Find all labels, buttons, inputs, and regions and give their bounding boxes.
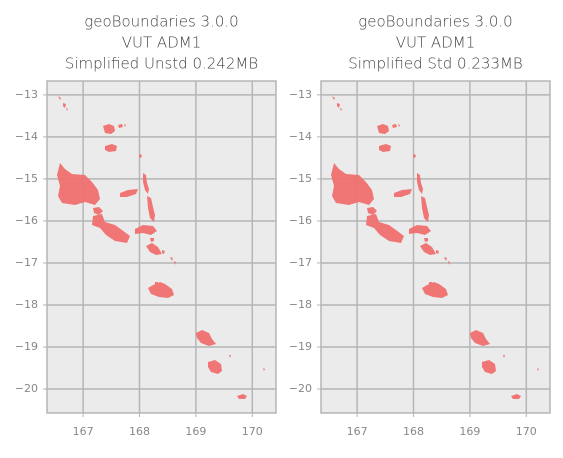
y-tick-label: −20 [15,382,38,395]
y-tick-label: −17 [15,256,38,269]
y-tick-label: −18 [15,298,38,311]
x-tick-label: 167 [347,425,368,438]
y-tick-label: −19 [289,340,312,353]
chart-title: Simplified Std 0.233MB [348,55,523,73]
y-tick-label: −16 [289,214,312,227]
y-tick-label: −19 [15,340,38,353]
x-tick-label: 170 [516,425,537,438]
plot-background [46,80,277,414]
chart-title: geoBoundaries 3.0.0 [358,13,512,31]
y-tick-label: −17 [289,256,312,269]
chart-title: VUT ADM1 [396,34,475,52]
x-tick-label: 167 [73,425,94,438]
chart-title: VUT ADM1 [122,34,201,52]
chart-title: geoBoundaries 3.0.0 [84,13,238,31]
plot-background [320,80,551,414]
y-tick-label: −15 [289,172,312,185]
x-tick-label: 169 [185,425,206,438]
x-tick-label: 168 [403,425,424,438]
y-tick-label: −16 [15,214,38,227]
x-tick-label: 170 [242,425,263,438]
y-tick-label: −13 [15,88,38,101]
chart-title: Simplified Unstd 0.242MB [65,55,258,73]
y-tick-label: −14 [15,130,38,143]
y-tick-label: −13 [289,88,312,101]
y-tick-label: −20 [289,382,312,395]
y-tick-label: −15 [15,172,38,185]
y-tick-label: −14 [289,130,312,143]
y-tick-label: −18 [289,298,312,311]
x-tick-label: 169 [459,425,480,438]
x-tick-label: 168 [129,425,150,438]
